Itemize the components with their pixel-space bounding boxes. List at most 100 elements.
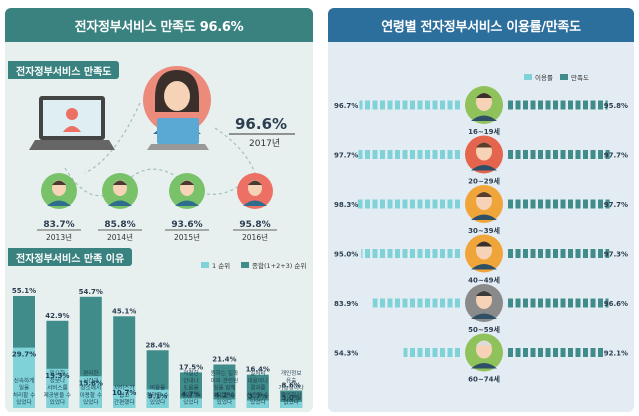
history-year: 2014년: [107, 232, 133, 242]
person-avatar-3: [237, 173, 273, 209]
bar-first: [146, 389, 169, 408]
satisfaction-illustration: 96.6% 2017년 83.7% 2013년 85.8% 2014년 93.6% 201…: [29, 66, 295, 242]
reasons-section-label: 전자정부서비스 만족 이유: [8, 248, 133, 266]
history-year: 2016년: [242, 232, 268, 242]
age-avatar-1: [465, 135, 503, 174]
bar-first: [113, 386, 136, 408]
legend-swatch-use: [524, 74, 532, 80]
bar-first: [46, 368, 69, 408]
current-year: 2017년: [249, 138, 280, 149]
bar-first-label: 3.0%: [281, 394, 300, 402]
satisfaction-label: 97.3%: [604, 251, 628, 259]
category-label: 적절한 안내나 도움을 받을 수 있었다: [182, 369, 199, 406]
left-title: 전자정부서비스 만족도 96.6%: [74, 19, 244, 35]
category-label: 편리한 시간과 장소에서 이용할 수 있었다: [80, 369, 102, 406]
satisfaction-label: 92.1%: [604, 350, 628, 358]
bar-first-label: 10.7%: [112, 389, 136, 397]
usage-label: 96.7%: [334, 102, 358, 110]
history-value: 83.7%: [43, 220, 74, 230]
bar-first: [13, 347, 35, 408]
bar-first-label: 9.1%: [148, 392, 167, 400]
bar-first: [246, 400, 269, 408]
category-label: 개인정보 유출 가능성이나 불안함이 없었다: [278, 369, 304, 406]
bar-total-label: 55.1%: [12, 287, 36, 295]
satisfaction-label-text: 전자정부서비스 만족도: [16, 66, 112, 78]
legend-swatch-sat: [560, 74, 568, 80]
current-value: 96.6%: [235, 115, 287, 133]
reasons-label-text: 전자정부서비스 만족 이유: [16, 253, 125, 265]
bar-first-label: 4.7%: [181, 390, 200, 398]
satisfaction-label: 95.8%: [604, 102, 628, 110]
person-avatar-0: [41, 173, 77, 209]
history-year: 2015년: [174, 232, 200, 242]
bar-total: [213, 364, 236, 408]
connector-line: [64, 167, 251, 197]
history-year: 2013년: [46, 232, 72, 242]
usage-label: 54.3%: [334, 350, 358, 358]
legend-label-total: 종합(1+2+3) 순위: [252, 261, 306, 270]
legend-label-first: 1 순위: [212, 262, 230, 270]
bar-total: [113, 316, 136, 408]
person-avatar-1: [102, 173, 138, 209]
person-avatar-2: [169, 173, 205, 209]
reasons-legend: 1 순위 종합(1+2+3) 순위: [201, 261, 306, 270]
bar-first: [180, 398, 202, 408]
satisfaction-section-label: 전자정부서비스 만족도: [8, 61, 120, 79]
age-avatar-5: [465, 333, 503, 372]
legend-swatch-total: [241, 262, 249, 268]
category-label: 신속하게 일을 처리할 수 있었다: [13, 376, 35, 406]
bar-total-label: 17.5%: [179, 363, 203, 371]
satisfaction-label: 97.7%: [604, 152, 628, 160]
usage-label: 97.7%: [334, 152, 358, 160]
satisfaction-label: 96.6%: [604, 300, 628, 308]
history-value: 93.6%: [171, 220, 202, 230]
history-group: 83.7% 2013년 85.8% 2014년 93.6% 2015년 95.8% 2016년: [37, 173, 277, 242]
history-value: 95.8%: [239, 220, 270, 230]
right-title: 연령별 전자정부서비스 이용률/만족도: [381, 19, 581, 35]
bar-first: [79, 376, 102, 408]
usage-label: 95.0%: [334, 251, 358, 259]
reasons-chart: 1 순위 종합(1+2+3) 순위 55.1% 29.7% 신속하게 일을 처리할 수 있었다…: [12, 261, 306, 408]
bar-total-label: 42.9%: [45, 312, 69, 320]
category-label: 비용을 절약할 수 있었다: [146, 384, 168, 406]
age-avatar-2: [465, 185, 503, 223]
laptop-2017-icon: [147, 118, 209, 150]
bar-total-label: 45.1%: [112, 307, 136, 315]
bar-total-label: 28.4%: [145, 341, 169, 349]
usage-label: 98.3%: [334, 201, 358, 209]
age-label: 60~74세: [468, 375, 500, 384]
bar-total-label: 16.4%: [246, 366, 270, 374]
category-label: 원하는 일과 이와 관련된 일을 함께 처리할 수 있었다: [211, 369, 239, 406]
bar-first-label: 29.7%: [12, 351, 36, 359]
laptop-icon: [29, 96, 115, 150]
category-label: 일처리 내용이나 결과를 신뢰할 수 있었다: [247, 369, 269, 406]
bar-first: [280, 401, 303, 408]
age-label: 40~49세: [468, 276, 500, 285]
age-avatar-0: [465, 86, 503, 124]
bar-first-label: 19.3%: [45, 372, 69, 380]
right-panel: 연령별 전자정부서비스 이용률/만족도 이용률 만족도 96.7% 95.8% 16~1…: [328, 8, 634, 412]
category-label: 서비스가 쉽고 간편했다: [114, 384, 135, 406]
bar-total: [246, 374, 269, 408]
bar-total-label: 21.4%: [212, 355, 236, 363]
satisfaction-label: 97.7%: [604, 201, 628, 209]
bar-first-label: 15.6%: [79, 379, 103, 387]
age-label: 50~59세: [468, 325, 500, 334]
age-avatar-4: [465, 284, 503, 322]
age-label: 20~29세: [468, 177, 500, 186]
bar-total-label: 8.6%: [281, 382, 300, 390]
bar-first: [213, 399, 236, 408]
age-label: 30~39세: [468, 226, 500, 235]
bar-first-label: 4.2%: [215, 391, 234, 399]
left-header: 전자정부서비스 만족도 96.6%: [5, 8, 313, 42]
right-header: 연령별 전자정부서비스 이용률/만족도: [328, 8, 634, 42]
history-value: 85.8%: [104, 220, 135, 230]
legend-swatch-first: [201, 262, 209, 268]
bar-total-label: 54.7%: [79, 288, 103, 296]
age-chart: 이용률 만족도 96.7% 95.8% 16~19세 97.7% 97.7% 20~29세 98…: [334, 73, 628, 384]
usage-label: 83.9%: [334, 300, 358, 308]
age-legend: 이용률 만족도: [524, 73, 589, 82]
left-panel: 전자정부서비스 만족도 96.6% 전자정부서비스 만족도: [5, 8, 313, 412]
category-label: 필요한 정보나 서비스를 제공받을 수 있었다: [44, 370, 72, 406]
